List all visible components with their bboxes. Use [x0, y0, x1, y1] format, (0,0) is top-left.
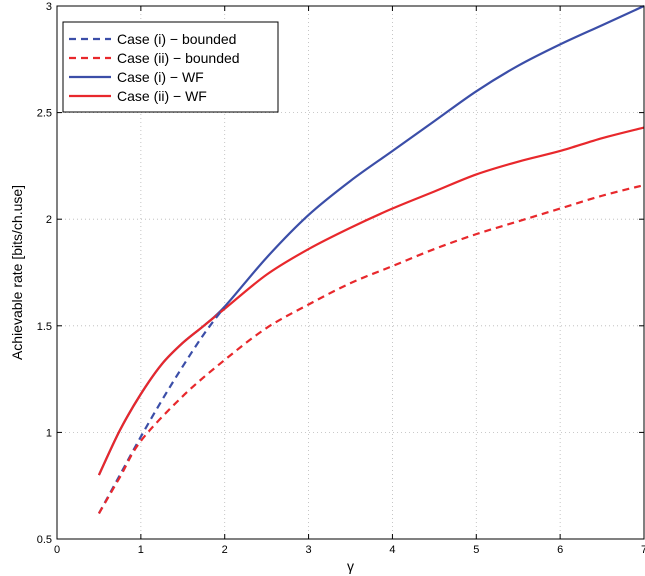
legend: Case (i) − bounded Case (ii) − bounded Cas…: [62, 21, 279, 113]
x-tick-label: 7: [641, 544, 645, 556]
x-tick-label: 6: [557, 544, 563, 556]
y-tick-label: 2: [46, 214, 52, 226]
legend-label-2: Case (ii) − bounded: [117, 50, 240, 66]
y-tick-label: 1: [46, 427, 52, 439]
ticks: 0 1 2 3 4 5 6 7 0.5 1 1.5 2 2.5 3: [37, 1, 645, 556]
series-layer: [97, 4, 645, 514]
x-tick-label: 3: [306, 544, 312, 556]
series-line-1: [97, 305, 226, 514]
x-tick-label: 0: [54, 544, 60, 556]
series-line-2: [97, 184, 645, 514]
legend-label-1: Case (i) − bounded: [117, 31, 236, 47]
y-axis-label: Achievable rate [bits/ch.use]: [9, 185, 25, 360]
x-axis-label: γ: [347, 558, 354, 574]
y-tick-label: 2.5: [37, 108, 52, 120]
x-tick-label: 2: [222, 544, 228, 556]
y-tick-label: 1.5: [37, 321, 52, 333]
legend-label-4: Case (ii) − WF: [117, 88, 207, 104]
x-tick-label: 1: [138, 544, 144, 556]
plot-frame: [56, 5, 645, 540]
legend-label-3: Case (i) − WF: [117, 69, 204, 85]
x-tick-label: 5: [473, 544, 479, 556]
y-tick-label: 0.5: [37, 534, 52, 546]
x-tick-label: 4: [389, 544, 395, 556]
y-tick-label: 3: [46, 1, 52, 13]
series-line-4: [97, 126, 645, 476]
